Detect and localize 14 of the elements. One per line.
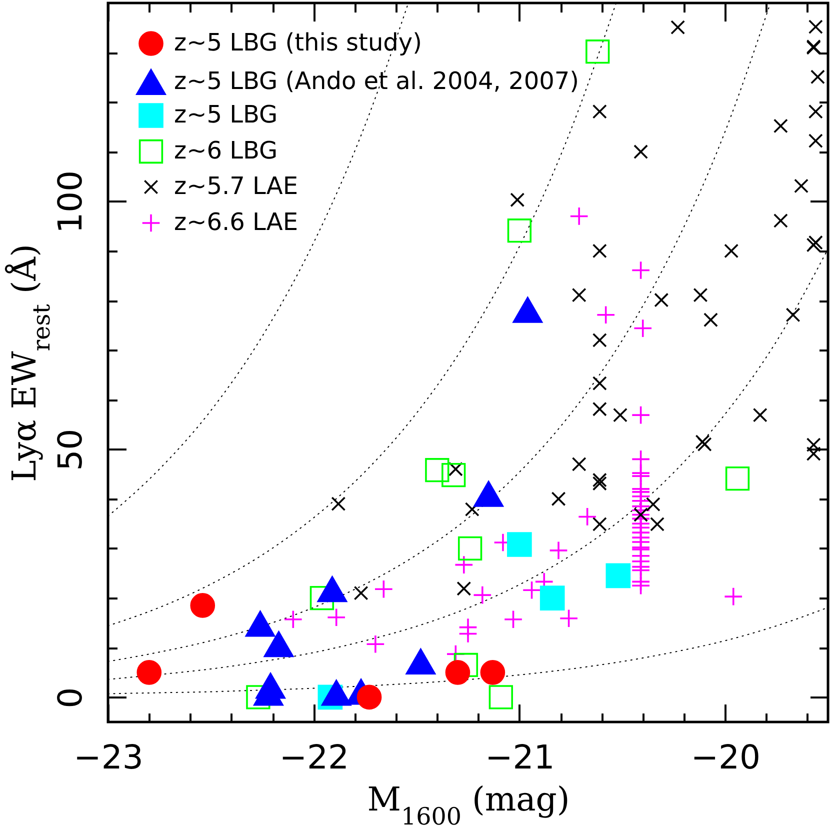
x-tick-label: −22	[279, 738, 350, 776]
x-tick-label: −23	[74, 738, 144, 776]
legend-label: z~5 LBG	[174, 100, 278, 128]
x-tick-label: −21	[485, 738, 555, 776]
legend-label: z~5.7 LAE	[174, 172, 298, 200]
legend-label: z~5 LBG (this study)	[174, 28, 422, 56]
legend-label: z~5 LBG (Ando et al. 2004, 2007)	[174, 67, 579, 95]
legend-label: z~6 LBG	[174, 136, 278, 164]
y-tick-label: 100	[50, 170, 90, 234]
y-tick-label: 50	[50, 428, 90, 471]
x-axis-title: M$_{1600}$ (mag)	[367, 780, 570, 827]
x-tick-label: −20	[690, 738, 760, 776]
y-tick-label: 0	[50, 687, 90, 708]
legend-label: z~6.6 LAE	[174, 208, 298, 236]
